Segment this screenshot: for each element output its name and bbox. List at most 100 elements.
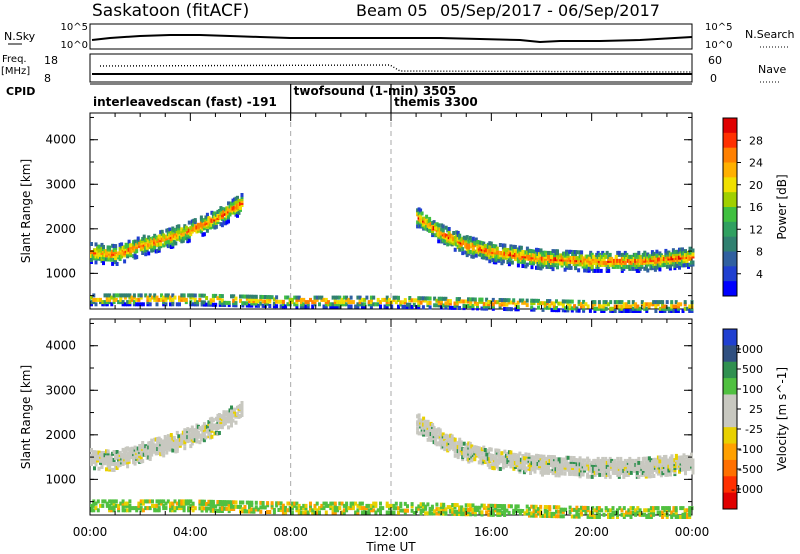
echo-cell [634, 302, 638, 307]
echo-cell [230, 405, 233, 410]
echo-cell [453, 509, 457, 514]
echo-cell [408, 296, 412, 300]
echo-cell [187, 220, 191, 225]
echo-cell [548, 505, 552, 510]
echo-cell [495, 458, 499, 463]
echo-cell [643, 304, 647, 309]
echo-cell [688, 508, 692, 513]
echo-cell [369, 304, 373, 309]
echo-cell [588, 510, 592, 515]
echo-cell [268, 297, 272, 302]
echo-cell [446, 299, 450, 304]
echo-cell [92, 297, 96, 302]
echo-cell [658, 306, 662, 311]
echo-cell [279, 501, 283, 506]
echo-cell [473, 457, 477, 462]
echo-cell [153, 293, 157, 298]
echo-cell [646, 460, 650, 465]
echo-cell [597, 300, 601, 305]
echo-cell [146, 499, 150, 504]
echo-cell [110, 302, 114, 307]
echo-cell [372, 503, 376, 508]
echo-cell [209, 504, 213, 509]
echo-cell [688, 515, 692, 519]
echo-cell [564, 306, 568, 311]
echo-cell [367, 508, 371, 513]
echo-cell [663, 508, 667, 513]
echo-cell [162, 302, 166, 307]
echo-cell [103, 302, 107, 307]
echo-cell [101, 503, 105, 508]
echo-cell [177, 434, 181, 439]
echo-cell [482, 505, 486, 510]
echo-cell [351, 506, 355, 511]
echo-cell [318, 295, 321, 300]
echo-cell [329, 304, 333, 309]
echo-cell [178, 503, 181, 508]
echo-cell [663, 306, 667, 311]
echo-cell [121, 300, 125, 305]
echo-cell [304, 503, 308, 508]
echo-cell [432, 426, 436, 431]
echo-cell [419, 504, 423, 509]
echo-cell [115, 262, 119, 266]
echo-cell [408, 298, 412, 303]
echo-cell [635, 470, 639, 475]
echo-cell [555, 505, 558, 510]
echo-cell [243, 301, 247, 306]
echo-cell [144, 499, 148, 504]
echo-cell [513, 249, 517, 253]
echo-cell [90, 448, 93, 452]
echo-cell [403, 298, 407, 303]
echo-cell [202, 499, 206, 504]
echo-cell [458, 247, 462, 252]
echo-cell [543, 513, 547, 518]
echo-cell [160, 229, 164, 234]
echo-cell [105, 257, 108, 262]
echo-cell [570, 306, 574, 311]
echo-cell [616, 304, 619, 309]
echo-cell [252, 294, 256, 299]
echo-cell [277, 508, 281, 512]
echo-cell [108, 499, 112, 504]
echo-cell [360, 302, 364, 307]
echo-cell [667, 506, 671, 511]
echo-cell [507, 510, 511, 515]
echo-cell [532, 511, 536, 516]
echo-cell [487, 300, 491, 304]
echo-cell [302, 297, 306, 302]
echo-cell [459, 444, 463, 449]
echo-cell [403, 510, 407, 515]
y-axis-title: Slant Range [km] [19, 365, 33, 469]
echo-cell [467, 510, 470, 514]
echo-cell [586, 508, 590, 513]
echo-cell [302, 510, 306, 515]
echo-cell [686, 512, 689, 517]
echo-cell [469, 297, 473, 302]
echo-cell [417, 305, 421, 310]
echo-cell [465, 453, 469, 458]
echo-cell [444, 296, 448, 301]
echo-cell [586, 456, 590, 461]
echo-cell [506, 248, 510, 252]
echo-cell [688, 256, 692, 261]
echo-cell [453, 441, 457, 446]
echo-cell [653, 457, 657, 462]
echo-cell [618, 306, 622, 311]
cpid-row: CPID interleavedscan (fast) -191twofsoun… [6, 83, 692, 113]
echo-cell [530, 301, 534, 305]
echo-cell [275, 295, 279, 300]
echo-cell [198, 293, 202, 298]
echo-cell [658, 510, 662, 515]
echo-cell [266, 301, 270, 306]
echo-cell [232, 294, 236, 299]
echo-cell [679, 302, 683, 307]
echo-cell [473, 510, 477, 515]
echo-cell [652, 474, 656, 478]
echo-cell [439, 298, 443, 303]
echo-cell [342, 508, 346, 513]
echo-cell [324, 304, 328, 309]
echo-cell [128, 300, 132, 305]
echo-cell [670, 510, 674, 515]
echo-cell [568, 505, 572, 510]
